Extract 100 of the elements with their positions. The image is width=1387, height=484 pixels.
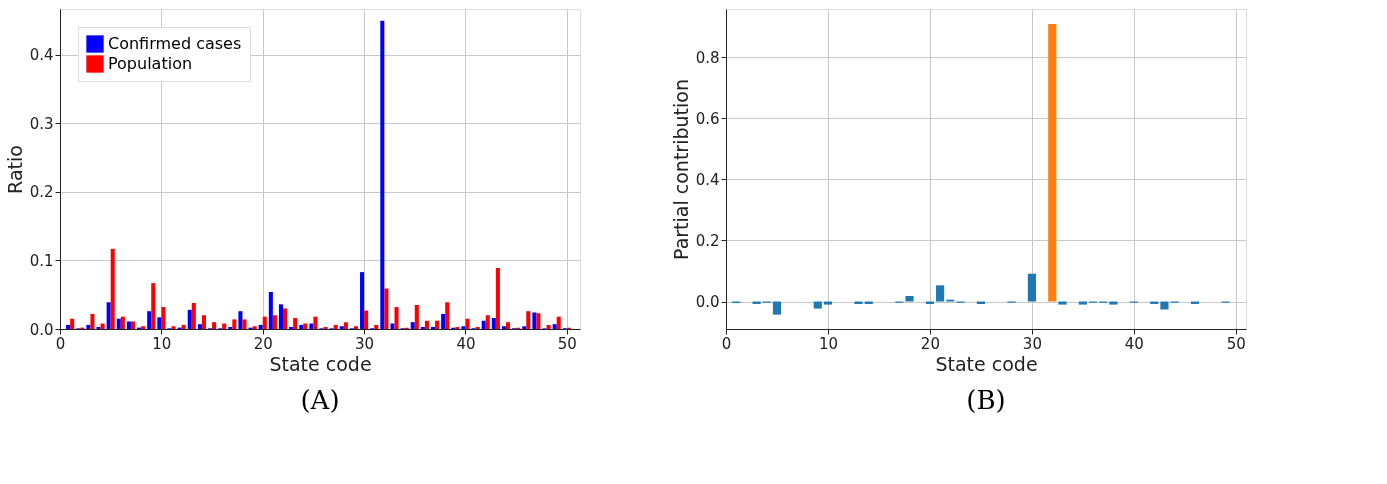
x-tick-label: 40 xyxy=(456,334,476,353)
bar xyxy=(258,324,263,329)
bar xyxy=(1058,301,1067,305)
bar xyxy=(212,322,217,329)
bar xyxy=(86,324,91,329)
bar xyxy=(116,318,121,329)
bar xyxy=(289,326,294,329)
bar xyxy=(191,302,196,329)
bar xyxy=(491,318,496,329)
bar xyxy=(272,315,277,329)
bar xyxy=(905,296,914,302)
bar xyxy=(380,20,385,329)
bar xyxy=(390,323,395,329)
bar xyxy=(339,326,344,329)
x-tick-label: 50 xyxy=(1226,334,1246,353)
bar xyxy=(323,326,328,329)
bar xyxy=(171,326,176,329)
bar xyxy=(222,323,227,329)
bar xyxy=(374,324,379,329)
bar xyxy=(130,321,136,329)
bar xyxy=(813,301,822,309)
bar xyxy=(187,309,192,329)
bar xyxy=(495,268,500,329)
bar xyxy=(106,302,111,329)
legend-label: Confirmed cases xyxy=(108,34,242,53)
x-tick-label: 10 xyxy=(818,334,839,353)
x-tick-label: 50 xyxy=(557,334,577,353)
text: (A) xyxy=(300,385,340,415)
y-tick-label: 0.6 xyxy=(695,109,720,128)
y-tick-label: 0.3 xyxy=(29,114,54,133)
bar xyxy=(343,322,348,329)
x-tick-label: 10 xyxy=(152,334,172,353)
bar xyxy=(532,312,537,329)
bar xyxy=(461,326,466,329)
y-tick-label: 0.2 xyxy=(695,231,720,250)
bar xyxy=(420,326,425,329)
bar xyxy=(333,324,338,329)
bar xyxy=(394,307,399,329)
x-tick-label: 0 xyxy=(721,334,732,353)
x-tick-label: 30 xyxy=(355,334,375,353)
bar xyxy=(283,308,288,329)
bar xyxy=(181,324,186,329)
bar xyxy=(96,326,101,329)
bar xyxy=(1109,301,1118,305)
y-tick-label: 0.8 xyxy=(695,48,720,67)
bar xyxy=(309,323,314,329)
bar xyxy=(481,320,486,329)
x-tick-label: 40 xyxy=(1124,334,1144,353)
bar xyxy=(455,326,460,329)
bar xyxy=(364,310,369,329)
bar xyxy=(360,272,365,329)
bar xyxy=(1027,273,1036,302)
bar xyxy=(410,322,415,329)
bar xyxy=(536,313,541,329)
bar xyxy=(475,326,480,329)
bar xyxy=(299,324,304,329)
y-tick-label: 0.2 xyxy=(29,183,54,202)
bar xyxy=(465,318,470,329)
x-tick-label: 20 xyxy=(920,334,940,353)
bar xyxy=(262,316,267,329)
bar xyxy=(268,292,273,329)
bar xyxy=(90,313,95,329)
bar xyxy=(70,318,75,329)
y-tick-label: 0.0 xyxy=(695,293,720,312)
bar xyxy=(161,307,166,329)
x-axis-title: State code xyxy=(935,352,1038,375)
bar xyxy=(242,319,247,329)
bar xyxy=(414,305,419,329)
bar xyxy=(772,301,782,315)
y-tick-label: 0.4 xyxy=(695,170,720,189)
bar xyxy=(228,326,233,329)
bar xyxy=(445,302,450,329)
bar xyxy=(353,326,359,329)
y-tick-label: 0.1 xyxy=(29,251,54,270)
text: (B) xyxy=(966,385,1006,415)
bar xyxy=(522,326,527,329)
bar xyxy=(201,315,206,329)
x-tick-label: 30 xyxy=(1022,334,1042,353)
bar xyxy=(936,285,945,302)
bar xyxy=(1048,23,1057,302)
bar xyxy=(252,326,257,329)
bar xyxy=(1160,301,1169,310)
bar xyxy=(501,326,506,329)
bar xyxy=(823,301,833,305)
bar xyxy=(485,315,490,329)
bar xyxy=(430,326,436,329)
bar xyxy=(293,318,298,329)
bar xyxy=(278,304,283,329)
legend-label: Population xyxy=(108,54,193,73)
bar xyxy=(303,323,308,329)
bar xyxy=(147,311,152,329)
bar xyxy=(384,288,389,329)
bar xyxy=(126,321,131,329)
bar xyxy=(526,311,531,329)
y-tick-label: 0.4 xyxy=(29,46,54,65)
x-tick-label: 20 xyxy=(253,334,273,353)
bar xyxy=(157,317,162,329)
bar xyxy=(141,326,146,329)
bar xyxy=(546,324,551,329)
x-tick-label: 0 xyxy=(55,334,66,353)
